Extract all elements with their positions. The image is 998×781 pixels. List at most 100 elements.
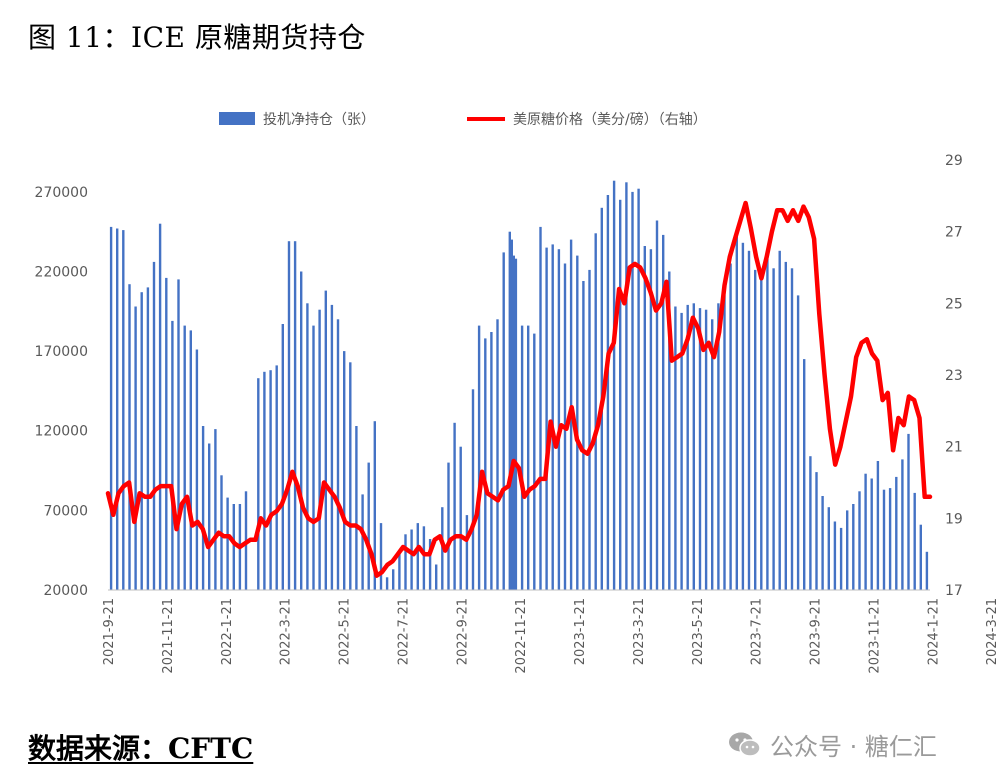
bar (895, 476, 898, 590)
bar (686, 304, 689, 590)
x-axis-ticks: 2021-9-21 2021-11-21 2022-1-21 2022-3-21 202… (102, 598, 998, 674)
bar (300, 271, 303, 590)
x-tick-label: 2021-9-21 (102, 598, 117, 665)
bar (512, 255, 515, 590)
bar (226, 497, 229, 590)
bar (668, 271, 671, 590)
bar (735, 231, 738, 590)
legend-bar-label: 投机净持仓（张） (263, 112, 375, 128)
bar (520, 325, 524, 590)
bar (588, 269, 591, 590)
legend: 投机净持仓（张） 美原糖价格（美分/磅）（右轴） (219, 111, 707, 128)
bar (680, 312, 683, 590)
source-note: 数据来源：CFTC (28, 732, 254, 765)
price-line (105, 200, 933, 578)
bar (398, 551, 401, 590)
bar (612, 180, 616, 590)
y-left-tick-label: 270000 (35, 185, 88, 201)
bar (698, 308, 702, 590)
bar (312, 325, 315, 590)
line-series (105, 200, 933, 578)
bar (435, 564, 438, 590)
bar (674, 306, 677, 590)
bar (201, 426, 205, 590)
bar (183, 325, 186, 590)
bar (576, 255, 579, 590)
bar (925, 551, 929, 590)
bar (410, 529, 413, 590)
y-right-tick-label: 19 (945, 511, 963, 527)
bar (729, 263, 732, 590)
y-left-tick-label: 20000 (43, 583, 88, 599)
bar (502, 252, 505, 590)
bar (852, 504, 855, 590)
bar (606, 195, 610, 590)
bar (741, 242, 745, 591)
bar (490, 332, 493, 590)
bar (367, 462, 370, 590)
legend-bar-swatch (219, 112, 255, 125)
bar (361, 494, 364, 590)
bar (128, 284, 131, 590)
y-left-tick-label: 70000 (43, 503, 88, 519)
bar (815, 472, 818, 590)
bar (471, 389, 475, 590)
bar (122, 230, 125, 590)
bar (392, 569, 395, 590)
bar (257, 378, 260, 590)
bar (416, 523, 419, 590)
bar (821, 496, 824, 590)
bar (158, 223, 162, 590)
bar (711, 319, 714, 590)
bar (870, 478, 873, 590)
bar (281, 324, 284, 590)
watermark: 公众号 · 糖仁汇 (728, 727, 937, 762)
bar (594, 233, 597, 591)
bar (447, 462, 450, 590)
bar (803, 359, 806, 590)
y-left-tick-label: 220000 (35, 265, 88, 281)
bar (557, 249, 561, 590)
bar (754, 269, 757, 590)
y-right-tick-label: 29 (945, 153, 963, 169)
x-tick-label: 2022-3-21 (279, 598, 294, 665)
x-tick-label: 2023-1-21 (573, 598, 588, 665)
bar (778, 250, 781, 591)
bar (772, 268, 775, 590)
bar (385, 577, 389, 590)
y-right-tick-label: 23 (945, 368, 963, 384)
bar (140, 292, 143, 590)
bar (827, 507, 830, 590)
bar (508, 231, 511, 590)
bar (919, 524, 922, 590)
y-right-tick-label: 17 (945, 583, 963, 599)
bar (717, 303, 720, 590)
bar (404, 534, 407, 590)
bar (582, 281, 585, 590)
y-right-tick-label: 25 (945, 296, 963, 312)
y-left-tick-label: 170000 (35, 344, 88, 360)
bar (208, 443, 211, 590)
x-tick-label: 2023-7-21 (750, 598, 765, 665)
bar (551, 244, 554, 590)
bar (428, 539, 432, 590)
bar (539, 226, 542, 590)
bar (116, 228, 119, 590)
bar (901, 459, 904, 590)
bar (704, 309, 708, 590)
bar (510, 239, 513, 590)
bar (165, 277, 168, 590)
bar (514, 258, 518, 590)
bar (177, 279, 180, 590)
bar (318, 309, 321, 590)
wechat-icon (729, 732, 761, 757)
bar (858, 491, 861, 590)
bar (343, 351, 346, 590)
bar (839, 527, 843, 590)
bar (643, 246, 646, 590)
bar (109, 226, 113, 590)
x-tick-label: 2022-7-21 (396, 598, 411, 665)
bar (336, 319, 340, 590)
x-tick-label: 2024-1-21 (926, 598, 941, 665)
x-tick-label: 2023-9-21 (809, 598, 824, 665)
